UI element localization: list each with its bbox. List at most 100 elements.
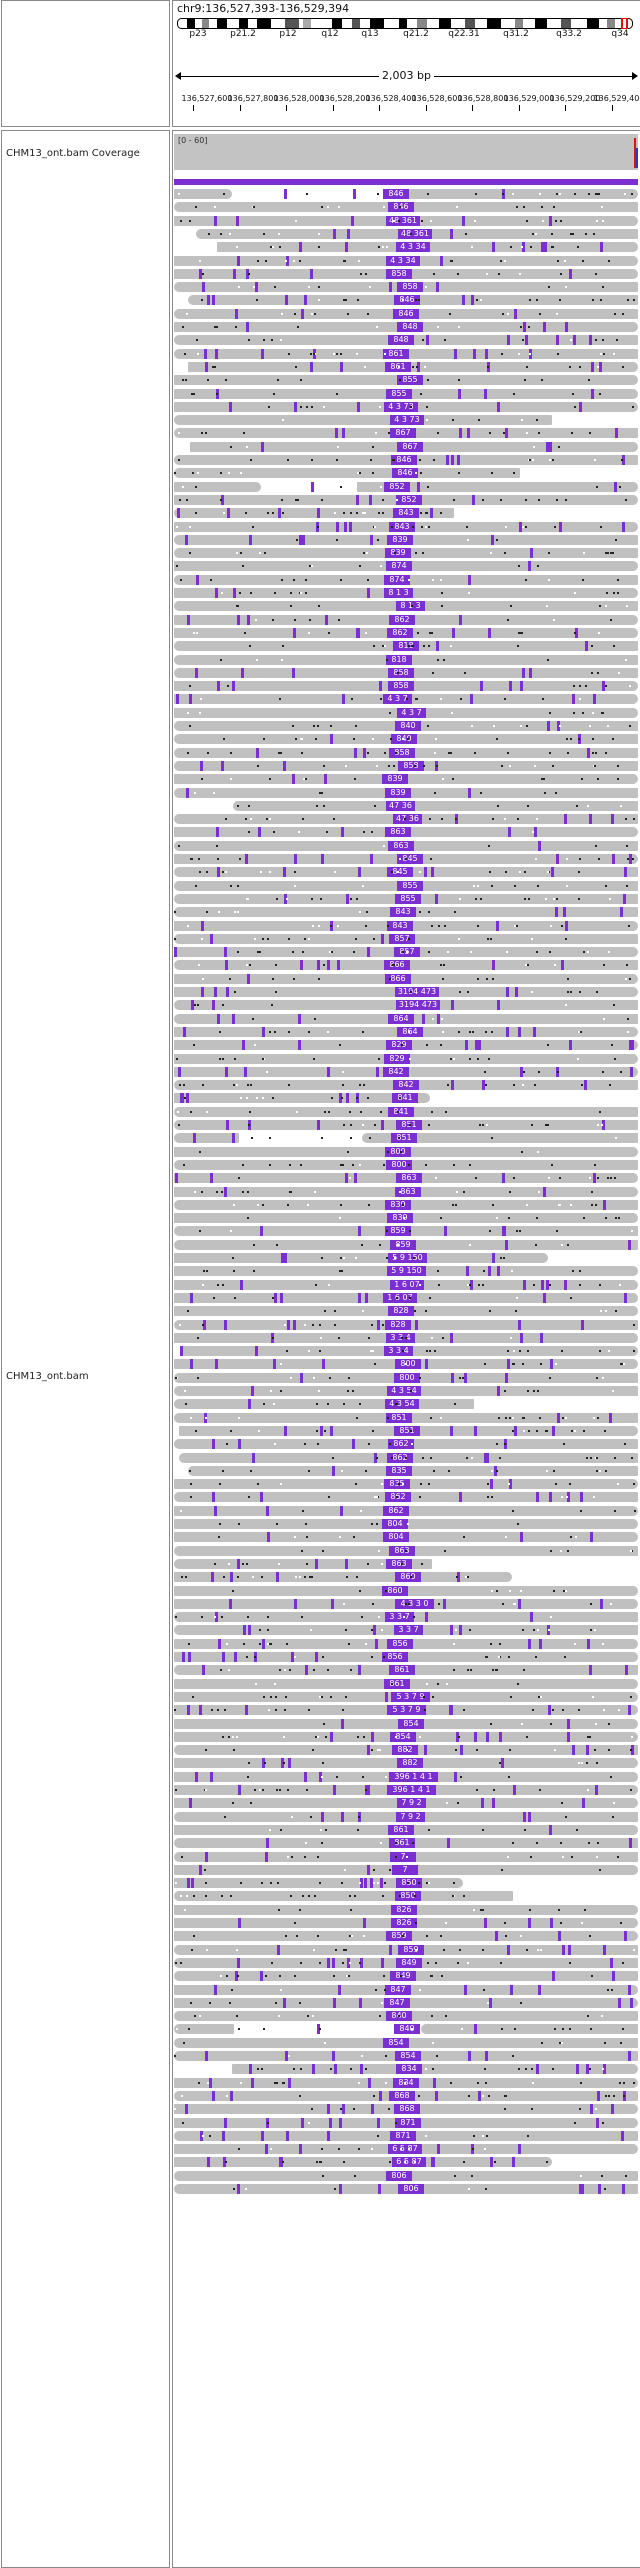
mismatch-mark [402, 299, 404, 301]
mismatch-mark [496, 1669, 498, 1671]
mismatch-mark [387, 925, 389, 927]
mismatch-mark [489, 432, 491, 434]
insertion-marker [299, 535, 302, 545]
mismatch-mark [330, 925, 332, 927]
read-segment[interactable] [174, 1891, 513, 1901]
mismatch-mark [302, 951, 304, 953]
mismatch-mark [207, 2082, 209, 2084]
alignment-track[interactable]: 846 846 48 361 48 361 4 3 34 4 3 34 858 858 846 8… [174, 189, 638, 2567]
mismatch-mark [386, 246, 388, 248]
mismatch-mark [299, 1576, 301, 1578]
insertion-label: 4 3 54 [387, 1386, 421, 1396]
mismatch-mark [345, 1949, 347, 1951]
insertion-marker [322, 1359, 325, 1369]
mismatch-mark [467, 1669, 469, 1671]
mismatch-mark [233, 1270, 235, 1272]
read-segment[interactable] [174, 189, 232, 199]
insertion-marker [506, 987, 509, 997]
mismatch-mark [486, 2135, 488, 2137]
ruler-ticks[interactable]: 136,527,600 136,527,800 136,528,000 136,… [173, 94, 640, 114]
band-label: q12 [321, 29, 339, 39]
mismatch-mark [421, 1563, 423, 1565]
insertion-marker [292, 668, 295, 678]
insertion-marker [357, 402, 360, 412]
read-segment[interactable] [174, 1572, 512, 1582]
mismatch-mark [428, 1882, 430, 1884]
mismatch-mark [581, 778, 583, 780]
mismatch-mark [461, 2028, 463, 2030]
data-panel[interactable]: [0 - 60] 846 846 48 361 48 361 4 3 34 4 3 34 8… [172, 130, 640, 2568]
insertion-label: 828 [388, 1306, 414, 1316]
mismatch-mark [501, 353, 503, 355]
read-segment[interactable] [233, 801, 638, 811]
mismatch-mark [213, 1297, 215, 1299]
read-segment[interactable] [174, 1133, 239, 1143]
mismatch-mark [222, 1058, 224, 1060]
read-segment[interactable] [174, 1878, 463, 1888]
insertion-marker [299, 2144, 302, 2154]
read-segment[interactable] [174, 1093, 430, 1103]
read-segment[interactable] [362, 1133, 638, 1143]
insertion-marker [458, 389, 461, 399]
insertion-label: 857 [389, 934, 415, 944]
read-segment[interactable] [188, 1466, 638, 1476]
insertion-marker [569, 1040, 572, 1050]
mismatch-mark [591, 645, 593, 647]
mismatch-mark [559, 299, 561, 301]
mismatch-mark [525, 964, 527, 966]
mismatch-mark [278, 752, 280, 754]
read-segment[interactable] [174, 2157, 552, 2167]
mismatch-mark [365, 1470, 367, 1472]
insertion-marker [538, 841, 541, 851]
insertion-label: 6 5 87 [388, 2144, 422, 2154]
mismatch-mark [473, 1909, 475, 1911]
mismatch-mark [442, 1031, 444, 1033]
mismatch-mark [407, 1523, 409, 1525]
insertion-marker [351, 216, 354, 226]
mismatch-mark [431, 1111, 433, 1113]
read-segment[interactable] [232, 2064, 638, 2074]
mismatch-mark [399, 1895, 401, 1897]
mismatch-mark [371, 1324, 373, 1326]
coverage-track[interactable]: [0 - 60] [174, 134, 638, 170]
insertion-label: 4 3 3 0 [395, 1599, 434, 1609]
mismatch-mark [286, 898, 288, 900]
insertion-label: 396 1 4 1 [389, 1772, 438, 1782]
mismatch-mark [419, 1377, 421, 1379]
read-segment[interactable] [174, 415, 552, 425]
mismatch-mark [294, 619, 296, 621]
insertion-marker [546, 442, 549, 452]
mismatch-mark [507, 1350, 509, 1352]
mismatch-mark [343, 2161, 345, 2163]
tick-label: 136,528,200 [319, 94, 371, 103]
mismatch-mark [421, 526, 423, 528]
mismatch-mark [336, 353, 338, 355]
coverage-track-name[interactable]: CHM13_ont.bam Coverage [6, 148, 140, 159]
mismatch-mark [523, 206, 525, 208]
read-segment[interactable] [174, 468, 520, 478]
read-segment[interactable] [174, 482, 261, 492]
insertion-label: 863 [386, 1559, 412, 1569]
mismatch-mark [495, 1669, 497, 1671]
read-segment[interactable] [174, 1559, 432, 1569]
mismatch-mark [176, 2028, 178, 2030]
mismatch-mark [261, 1576, 263, 1578]
chromosome-ideogram[interactable] [177, 18, 633, 29]
mismatch-mark [558, 446, 560, 448]
read-segment[interactable] [174, 1253, 548, 1263]
insertion-marker [417, 362, 420, 372]
alignment-track-name[interactable]: CHM13_ont.bam [6, 1371, 89, 1382]
mismatch-mark [420, 393, 422, 395]
mismatch-mark [314, 1895, 316, 1897]
read-segment[interactable] [174, 1399, 474, 1409]
insertion-label: 863 [388, 841, 414, 851]
mismatch-mark [246, 964, 248, 966]
mismatch-mark [604, 1430, 606, 1432]
read-segment[interactable] [174, 508, 454, 518]
read-segment[interactable] [421, 2024, 638, 2034]
mismatch-mark [458, 1736, 460, 1738]
insertion-marker [486, 1732, 489, 1742]
read-segment[interactable] [357, 482, 638, 492]
mismatch-mark [603, 1709, 605, 1711]
read-segment[interactable] [174, 2024, 234, 2034]
